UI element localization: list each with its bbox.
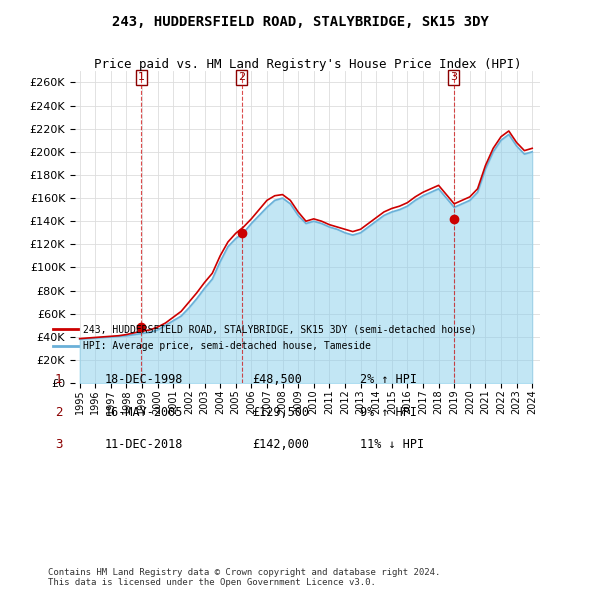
Text: £129,500: £129,500 — [252, 406, 309, 419]
Text: 3: 3 — [450, 73, 457, 83]
Text: HPI: Average price, semi-detached house, Tameside: HPI: Average price, semi-detached house,… — [83, 341, 371, 351]
Text: 11-DEC-2018: 11-DEC-2018 — [105, 438, 184, 451]
Text: 1: 1 — [138, 73, 145, 83]
Text: 2: 2 — [238, 73, 245, 83]
Text: 243, HUDDERSFIELD ROAD, STALYBRIDGE, SK15 3DY (semi-detached house): 243, HUDDERSFIELD ROAD, STALYBRIDGE, SK1… — [83, 324, 477, 335]
Text: 243, HUDDERSFIELD ROAD, STALYBRIDGE, SK15 3DY: 243, HUDDERSFIELD ROAD, STALYBRIDGE, SK1… — [112, 15, 488, 29]
Text: Contains HM Land Registry data © Crown copyright and database right 2024.
This d: Contains HM Land Registry data © Crown c… — [48, 568, 440, 587]
Text: 2: 2 — [55, 406, 62, 419]
Title: Price paid vs. HM Land Registry's House Price Index (HPI): Price paid vs. HM Land Registry's House … — [94, 58, 521, 71]
Text: 1: 1 — [55, 373, 62, 386]
Text: 9% ↑ HPI: 9% ↑ HPI — [360, 406, 417, 419]
Text: £142,000: £142,000 — [252, 438, 309, 451]
Text: 2% ↑ HPI: 2% ↑ HPI — [360, 373, 417, 386]
Text: 11% ↓ HPI: 11% ↓ HPI — [360, 438, 424, 451]
Text: £48,500: £48,500 — [252, 373, 302, 386]
Text: 16-MAY-2005: 16-MAY-2005 — [105, 406, 184, 419]
Text: 3: 3 — [55, 438, 62, 451]
Text: 18-DEC-1998: 18-DEC-1998 — [105, 373, 184, 386]
